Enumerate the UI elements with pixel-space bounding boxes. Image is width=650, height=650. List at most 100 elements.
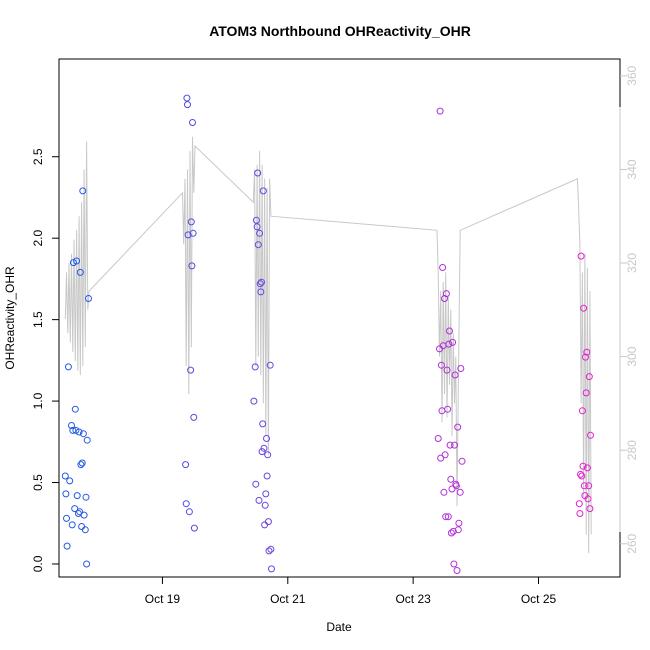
data-point	[188, 262, 196, 270]
data-point	[62, 490, 70, 498]
data-point	[456, 488, 464, 496]
data-point	[585, 373, 593, 381]
data-point	[251, 363, 259, 371]
data-point	[71, 505, 79, 513]
data-point	[259, 420, 267, 428]
x-tick-label: Oct 25	[521, 592, 557, 606]
data-point	[68, 422, 75, 429]
data-point	[187, 218, 195, 226]
data-point	[183, 94, 191, 102]
secondary-series-layer	[64, 136, 592, 554]
data-point	[83, 560, 91, 568]
y2-axis: 260 280 300 320 340 360	[619, 66, 639, 554]
data-point	[79, 187, 87, 195]
data-point	[73, 492, 81, 500]
data-point	[76, 508, 84, 516]
data-point	[85, 295, 92, 302]
data-point	[437, 454, 445, 462]
secondary-series-line	[64, 136, 592, 554]
data-point	[440, 488, 448, 496]
data-point	[261, 501, 269, 509]
x-axis: Oct 19 Oct 21 Oct 23 Oct 25	[145, 576, 557, 606]
y-axis-label: OHReactivity_OHR	[3, 266, 17, 370]
data-point	[578, 407, 586, 415]
y2-tick-label: 260	[625, 533, 639, 553]
primary-series-layer	[61, 94, 594, 574]
data-point	[587, 431, 594, 439]
data-point	[582, 353, 589, 361]
data-point	[268, 565, 275, 573]
x-tick-label: Oct 19	[145, 592, 181, 606]
data-point	[585, 482, 593, 490]
data-point	[444, 405, 452, 413]
x-tick-label: Oct 23	[395, 592, 431, 606]
data-point	[264, 451, 272, 459]
data-point	[577, 470, 584, 478]
data-point	[189, 119, 196, 126]
data-point	[190, 524, 198, 532]
data-point	[451, 441, 458, 449]
data-point	[66, 477, 74, 485]
data-point	[446, 441, 454, 449]
data-point	[458, 457, 466, 465]
data-point	[579, 462, 587, 470]
data-point	[266, 361, 274, 369]
data-point	[68, 521, 76, 529]
data-point	[267, 545, 275, 553]
data-point	[444, 513, 452, 521]
data-point	[447, 529, 455, 537]
data-point	[189, 229, 197, 237]
data-point	[69, 426, 77, 434]
data-point	[443, 366, 451, 374]
y-axis: 0.0 0.5 1.0 1.5 2.0 2.5	[31, 136, 60, 572]
data-point	[445, 340, 453, 348]
y2-tick-label: 360	[625, 66, 639, 86]
data-point	[81, 526, 89, 534]
data-point	[78, 459, 86, 467]
data-point	[575, 500, 583, 508]
data-point	[442, 513, 450, 521]
data-point	[259, 187, 267, 195]
data-point	[441, 451, 449, 459]
data-point	[584, 495, 592, 503]
data-point	[447, 475, 455, 483]
data-point	[83, 436, 91, 444]
data-point	[261, 521, 269, 529]
data-point	[77, 461, 85, 469]
data-point	[64, 363, 72, 371]
data-point	[436, 107, 444, 115]
data-point	[442, 290, 450, 298]
data-point	[254, 241, 262, 249]
chart-title: ATOM3 Northbound OHReactivity_OHR	[209, 23, 471, 39]
data-point	[182, 461, 190, 469]
y2-tick-label: 280	[625, 440, 639, 460]
data-point	[76, 268, 84, 276]
data-point	[450, 560, 458, 568]
data-point	[583, 464, 591, 472]
plot-frame	[58, 58, 621, 578]
data-point	[71, 405, 79, 413]
x-axis-label: Date	[326, 620, 352, 634]
data-point	[184, 231, 192, 239]
data-point	[257, 288, 265, 296]
data-point	[75, 428, 83, 436]
data-point	[256, 280, 264, 288]
data-point	[190, 413, 198, 421]
data-point	[260, 444, 268, 452]
data-point	[453, 567, 461, 574]
data-point	[437, 361, 445, 369]
data-point	[439, 264, 447, 271]
data-point	[80, 511, 88, 519]
y-tick-label: 2.0	[31, 230, 45, 247]
data-point	[252, 216, 260, 224]
data-point	[256, 229, 264, 237]
data-point	[262, 490, 270, 498]
data-point	[187, 366, 195, 374]
data-point	[264, 518, 272, 526]
data-point	[263, 472, 271, 480]
data-point	[63, 542, 71, 550]
data-point	[578, 472, 586, 480]
data-point	[580, 304, 588, 312]
data-point	[576, 510, 584, 517]
